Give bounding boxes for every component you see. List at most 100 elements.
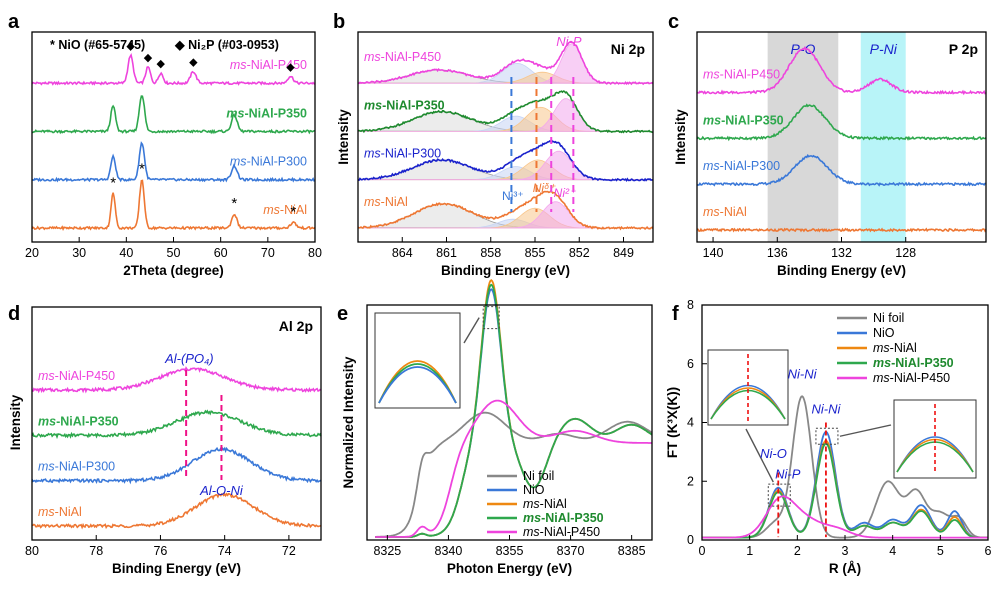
x-tick-label-f-5: 5 — [937, 544, 944, 558]
series-label-a-0: ms-NiAl-P450 — [230, 58, 307, 72]
series-line-c-1 — [696, 103, 987, 142]
series-line-d-0 — [32, 366, 322, 394]
x-tick-label-b-2: 858 — [480, 246, 501, 260]
panel-a: a ms-NiAl-P450 ms-NiAl-P350 ms-NiAl-P300 ms-… — [8, 11, 322, 278]
y-tick-label-f-0: 0 — [687, 533, 694, 547]
legend-label-e-3: ms-NiAl-P350 — [523, 511, 604, 525]
series-label-b-0: ms-NiAl-P450 — [364, 50, 441, 64]
peak-marker-0-0: ◆ — [126, 41, 135, 53]
panel-b: b ms-NiAl-P450 ms-NiAl-P350 ms-NiAl-P300 ms-… — [333, 11, 654, 278]
panel-title-b: Ni 2p — [611, 41, 645, 57]
peak-marker-1-2: * — [231, 195, 237, 212]
legend-label-f-4: ms-NiAl-P450 — [873, 371, 950, 385]
peak-marker-0-3: ◆ — [189, 57, 198, 69]
x-tick-label-a-6: 80 — [308, 246, 322, 260]
x-tick-label-b-1: 861 — [436, 246, 457, 260]
legend-entry-a-0: * NiO (#65-5745) — [50, 38, 145, 52]
y-tick-label-f-4: 8 — [687, 298, 694, 312]
x-tick-label-d-0: 80 — [25, 544, 39, 558]
x-tick-label-a-5: 70 — [261, 246, 275, 260]
peak-marker-1-0: * — [110, 175, 116, 192]
panel-label-c: c — [668, 11, 679, 33]
panel-label-f: f — [672, 303, 679, 325]
series-line-d-2 — [31, 446, 322, 485]
legend-label-e-0: Ni foil — [523, 469, 554, 483]
plot-border-d — [31, 306, 322, 541]
zoom-arrow-f-1 — [839, 424, 892, 437]
panel-e: e Ni foilNiOms-NiAlms-NiAl-P350ms-NiAl-P4… — [337, 279, 653, 576]
x-tick-label-d-3: 74 — [218, 544, 232, 558]
x-tick-label-f-1: 1 — [746, 544, 753, 558]
series-line-a-2 — [31, 141, 316, 183]
x-tick-label-a-3: 50 — [167, 246, 181, 260]
legend-label-f-1: NiO — [873, 326, 895, 340]
x-tick-label-e-4: 8385 — [618, 544, 646, 558]
y-axis-label-f: FT (K³X(K)) — [665, 387, 680, 458]
series-label-a-1: ms-NiAl-P350 — [226, 106, 307, 120]
x-axis-label-b: Binding Energy (eV) — [441, 263, 570, 278]
x-tick-label-d-4: 72 — [282, 544, 296, 558]
legend-label-f-2: ms-NiAl — [873, 341, 917, 355]
series-line-c-3 — [696, 227, 987, 233]
x-tick-label-d-2: 76 — [153, 544, 167, 558]
x-axis-label-d: Binding Energy (eV) — [112, 561, 241, 576]
annotation-b-3: Ni²⁺ — [554, 186, 577, 200]
series-line-f-4 — [702, 495, 988, 539]
x-tick-label-b-0: 864 — [392, 246, 413, 260]
legend-label-f-3: ms-NiAl-P350 — [873, 356, 954, 370]
legend-label-e-1: NiO — [523, 483, 545, 497]
x-tick-label-d-1: 78 — [89, 544, 103, 558]
series-line-a-1 — [31, 95, 315, 135]
y-tick-label-f-1: 2 — [687, 474, 694, 488]
zoom-arrow-f-0 — [745, 428, 774, 483]
x-tick-label-b-5: 849 — [613, 246, 634, 260]
band-label-1: P-Ni — [870, 41, 898, 57]
peak-marker-0-4: ◆ — [286, 61, 295, 73]
x-tick-label-f-2: 2 — [794, 544, 801, 558]
panel-label-d: d — [8, 303, 20, 325]
series-line-d-3 — [31, 492, 322, 530]
zoom-box-f-1 — [815, 427, 839, 445]
y-tick-label-f-3: 6 — [687, 357, 694, 371]
series-line-c-0 — [696, 45, 987, 96]
panel-label-e: e — [337, 303, 348, 325]
series-line-e-4 — [375, 399, 652, 538]
x-tick-label-f-3: 3 — [842, 544, 849, 558]
peak-marker-1-3: * — [290, 203, 296, 220]
series-line-b-1 — [358, 90, 654, 134]
x-tick-label-a-2: 40 — [119, 246, 133, 260]
panel-title-d: Al 2p — [279, 318, 313, 334]
inset-line-e-2 — [378, 366, 457, 404]
zoom-box-e — [482, 306, 500, 330]
x-tick-label-e-0: 8325 — [373, 544, 401, 558]
series-label-d-2: ms-NiAl-P300 — [38, 460, 115, 474]
legend-entry-a-1: ◆ Ni₂P (#03-0953) — [174, 38, 279, 52]
series-label-c-0: ms-NiAl-P450 — [703, 67, 780, 81]
series-label-c-3: ms-NiAl — [703, 205, 747, 219]
series-label-d-1: ms-NiAl-P350 — [38, 414, 119, 428]
series-line-c-2 — [696, 153, 987, 187]
zoom-box-f-0 — [767, 483, 791, 507]
annotation-b-0: Ni-P — [556, 34, 582, 49]
peak-marker-1-1: * — [139, 161, 145, 178]
x-tick-label-a-0: 20 — [25, 246, 39, 260]
series-label-a-2: ms-NiAl-P300 — [230, 155, 307, 169]
x-axis-label-f: R (Å) — [829, 561, 861, 576]
annotation-d-1: Al-O-Ni — [199, 483, 244, 498]
panel-title-c: P 2p — [949, 41, 978, 57]
legend-label-e-2: ms-NiAl — [523, 497, 567, 511]
x-tick-label-b-4: 852 — [569, 246, 590, 260]
x-tick-label-b-3: 855 — [525, 246, 546, 260]
series-line-e-3 — [375, 283, 653, 538]
legend-label-f-0: Ni foil — [873, 311, 904, 325]
annotation-f-1: Ni-Ni — [811, 402, 841, 417]
x-axis-label-a: 2Theta (degree) — [123, 263, 224, 278]
x-tick-label-a-4: 60 — [214, 246, 228, 260]
series-label-d-0: ms-NiAl-P450 — [38, 369, 115, 383]
x-tick-label-c-1: 136 — [767, 246, 788, 260]
y-axis-label-b: Intensity — [336, 109, 351, 165]
series-label-c-1: ms-NiAl-P350 — [703, 113, 784, 127]
peak-marker-0-1: ◆ — [144, 52, 153, 64]
